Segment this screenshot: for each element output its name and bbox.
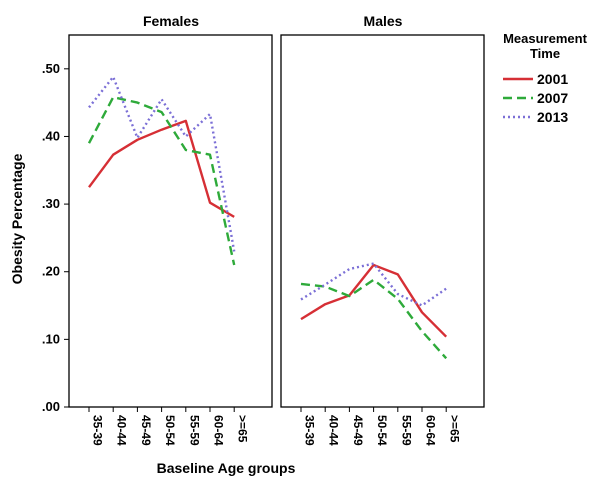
x-tick-label: 35-39 [91, 415, 105, 446]
panel-frame [68, 34, 273, 408]
y-tick-label: .30 [42, 196, 60, 211]
legend-title-line-1: Measurement [503, 31, 587, 46]
x-tick-label: 50-54 [163, 415, 177, 446]
x-tick-label: 60-64 [212, 415, 226, 446]
x-axis-title: Baseline Age groups [157, 460, 296, 476]
panel-title-females: Females [143, 13, 199, 29]
y-tick-label: .40 [42, 128, 60, 143]
legend-label-2007: 2007 [537, 90, 568, 106]
y-axis-title: Obesity Percentage [9, 153, 25, 284]
panel-males: 35-39 40-44 45-49 50-54 55-59 60-64 >=65 [280, 34, 485, 446]
series-line-2007 [87, 95, 236, 266]
x-tick-label: 40-44 [115, 415, 129, 446]
x-tick-label: 45-49 [139, 415, 153, 446]
x-tick-label: >=65 [448, 415, 462, 443]
legend-label-2001: 2001 [537, 71, 568, 87]
x-tick-label: 35-39 [303, 415, 317, 446]
x-tick-label: 40-44 [327, 415, 341, 446]
y-tick-label: .50 [42, 61, 60, 76]
y-tick-label: .20 [42, 264, 60, 279]
legend-title-line-2: Time [530, 46, 560, 61]
x-tick-label: 50-54 [375, 415, 389, 446]
x-tick-label: >=65 [236, 415, 250, 443]
x-tick-label: 55-59 [187, 415, 201, 446]
series-line-2001 [300, 263, 448, 338]
legend-label-2013: 2013 [537, 109, 568, 125]
y-tick-label: .10 [42, 331, 60, 346]
x-tick-label: 45-49 [351, 415, 365, 446]
x-tick-label: 55-59 [399, 415, 413, 446]
x-tick-label: 60-64 [424, 415, 438, 446]
legend: Measurement Time 2001 2007 2013 [503, 31, 588, 125]
y-tick-label: .00 [42, 399, 60, 414]
series-line-2001 [88, 119, 235, 218]
panel-frame [280, 34, 485, 408]
panel-title-males: Males [364, 13, 403, 29]
panel-females: 35-39 40-44 45-49 50-54 55-59 60-64 >=65 [68, 34, 273, 446]
